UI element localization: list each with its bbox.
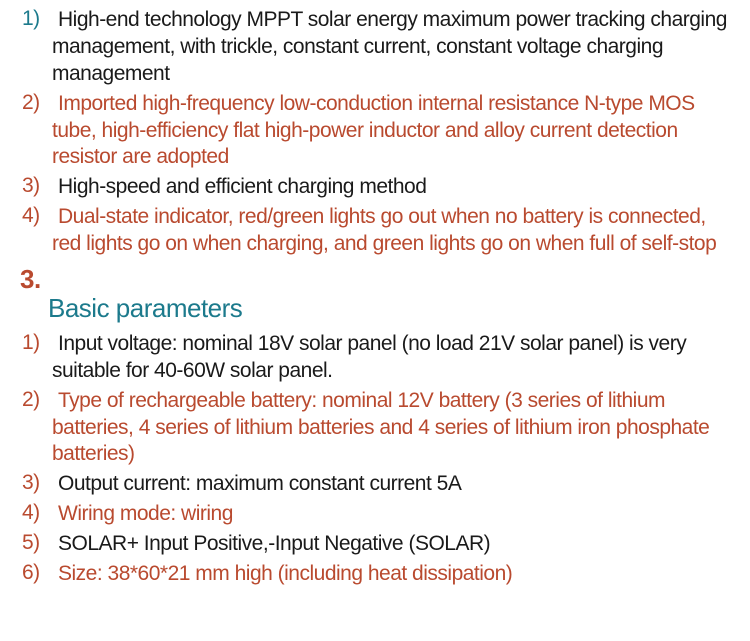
item-number: 2) (20, 387, 52, 469)
item-number: 4) (20, 500, 52, 528)
section3_items-item: 4)Wiring mode: wiring (20, 500, 730, 528)
section-number: 3. (20, 264, 730, 295)
section3_items-item: 6)Size: 38*60*21 mm high (including heat… (20, 560, 730, 588)
section2_items-item: 3)High-speed and efficient charging meth… (20, 173, 730, 201)
item-text: High-end technology MPPT solar energy ma… (52, 6, 730, 88)
section3_items-item: 5)SOLAR+ Input Positive,-Input Negative … (20, 530, 730, 558)
section3_items-item: 2)Type of rechargeable battery: nominal … (20, 387, 730, 469)
section2_items-item: 2)Imported high-frequency low-conduction… (20, 90, 730, 172)
section3_items-item: 1)Input voltage: nominal 18V solar panel… (20, 330, 730, 385)
item-number: 4) (20, 203, 52, 258)
item-text: Output current: maximum constant current… (52, 470, 461, 498)
item-number: 1) (20, 330, 52, 385)
item-number: 5) (20, 530, 52, 558)
item-number: 1) (20, 6, 52, 88)
item-number: 3) (20, 173, 52, 201)
item-text: Wiring mode: wiring (52, 500, 233, 528)
section-title: Basic parameters (48, 293, 730, 324)
item-text: SOLAR+ Input Positive,-Input Negative (S… (52, 530, 490, 558)
item-number: 2) (20, 90, 52, 172)
item-number: 6) (20, 560, 52, 588)
section3_items-item: 3)Output current: maximum constant curre… (20, 470, 730, 498)
section2_items-item: 4)Dual-state indicator, red/green lights… (20, 203, 730, 258)
item-text: Dual-state indicator, red/green lights g… (52, 203, 730, 258)
item-text: Size: 38*60*21 mm high (including heat d… (52, 560, 512, 588)
item-text: High-speed and efficient charging method (52, 173, 426, 201)
section2_items-item: 1)High-end technology MPPT solar energy … (20, 6, 730, 88)
item-text: Type of rechargeable battery: nominal 12… (52, 387, 730, 469)
item-text: Input voltage: nominal 18V solar panel (… (52, 330, 730, 385)
item-number: 3) (20, 470, 52, 498)
item-text: Imported high-frequency low-conduction i… (52, 90, 730, 172)
